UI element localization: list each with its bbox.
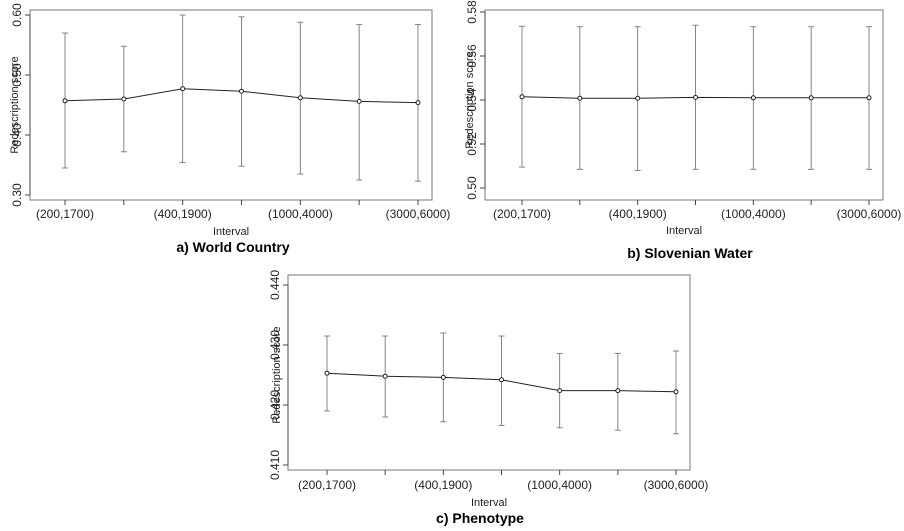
y-tick-label: 0.58 xyxy=(465,0,479,24)
x-tick-label: (400,1900) xyxy=(154,207,212,221)
x-axis-title: Interval xyxy=(471,497,507,509)
y-axis-title: Redescription score xyxy=(9,56,21,153)
y-tick-label: 0.52 xyxy=(465,132,479,156)
plot-frame xyxy=(484,9,884,201)
y-tick-label: 0.54 xyxy=(465,88,479,112)
x-tick-label: (200,1700) xyxy=(298,478,356,492)
x-tick-label: (3000,6000) xyxy=(837,207,902,221)
data-point xyxy=(519,94,525,100)
data-point xyxy=(499,377,504,383)
y-tick-label: 0.420 xyxy=(268,390,282,420)
y-tick-label: 0.56 xyxy=(465,44,479,68)
y-axis-title: Redescription score xyxy=(271,326,283,423)
data-point xyxy=(750,95,756,101)
data-point xyxy=(635,95,641,101)
chart-panel-2: 0.50 0.52 0.54 0.56 0.58 (200,1700) (400,1900)… xyxy=(464,0,901,261)
data-point xyxy=(324,370,330,376)
data-point xyxy=(62,98,68,104)
plot-frame xyxy=(29,9,433,201)
chart-caption: b) Slovenian Water xyxy=(627,245,753,261)
y-tick-label: 0.30 xyxy=(10,183,24,207)
x-tick-label: (1000,4000) xyxy=(268,207,333,221)
y-tick-label: 0.50 xyxy=(465,176,479,200)
x-tick-label: (3000,6000) xyxy=(386,207,451,221)
data-point xyxy=(615,388,621,394)
data-point xyxy=(557,388,563,394)
y-tick-label: 0.430 xyxy=(268,330,282,360)
data-point xyxy=(866,95,872,101)
x-tick-label: (200,1700) xyxy=(36,207,94,221)
x-tick-label: (400,1900) xyxy=(609,207,667,221)
y-tick-label: 0.410 xyxy=(268,450,282,480)
x-tick-label: (1000,4000) xyxy=(527,478,592,492)
x-axis-title: Interval xyxy=(666,225,702,237)
x-tick-label: (400,1900) xyxy=(414,478,472,492)
data-point xyxy=(440,374,446,380)
data-point xyxy=(382,373,388,379)
plot-frame xyxy=(287,274,691,471)
data-point xyxy=(356,98,362,104)
data-point xyxy=(673,389,679,395)
y-tick-label: 0.40 xyxy=(10,123,24,147)
data-point xyxy=(808,95,814,101)
chart-caption: c) Phenotype xyxy=(436,510,524,526)
y-tick-label: 0.60 xyxy=(10,3,24,27)
data-point xyxy=(577,95,583,101)
x-tick-label: (1000,4000) xyxy=(721,207,786,221)
x-axis-title: Interval xyxy=(213,226,249,238)
chart-panel-1: 0.30 0.40 0.50 0.60 (200,1700) (400,1900) (100… xyxy=(9,3,450,255)
data-point xyxy=(693,94,698,100)
data-point xyxy=(180,86,186,92)
chart-caption: a) World Country xyxy=(176,239,290,255)
data-point xyxy=(297,95,303,101)
x-tick-label: (200,1700) xyxy=(493,207,551,221)
x-tick-label: (3000,6000) xyxy=(644,478,709,492)
y-tick-label: 0.440 xyxy=(268,270,282,300)
chart-panel-3: 0.410 0.420 0.430 0.440 (200,1700) (400,1900)… xyxy=(268,270,708,526)
data-point xyxy=(239,88,244,94)
data-point xyxy=(415,100,421,106)
y-tick-label: 0.50 xyxy=(10,63,24,87)
data-point xyxy=(121,96,127,102)
y-axis-title: Redescription score xyxy=(464,51,476,148)
